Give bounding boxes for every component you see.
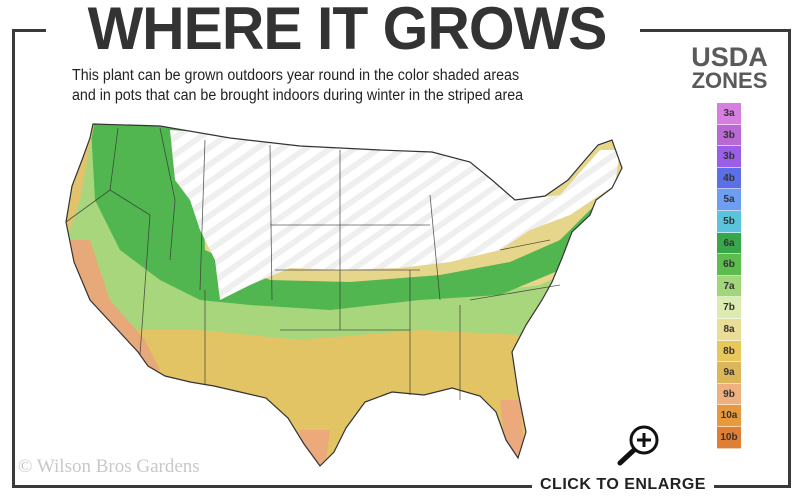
legend-zone-3b: 3b [717, 124, 741, 147]
click-to-enlarge-button[interactable]: CLICK TO ENLARGE [532, 476, 714, 494]
frame-right [788, 29, 791, 487]
frame-left [12, 29, 15, 487]
copyright-watermark: © Wilson Bros Gardens [18, 456, 200, 477]
legend-zone-8a: 8a [717, 318, 741, 341]
legend-zone-9b: 9b [717, 383, 741, 406]
legend-title: USDA ZONES [682, 42, 777, 93]
legend-zone-10a: 10a [717, 405, 741, 427]
map-zones [66, 124, 622, 466]
legend-zone-6a: 6a [717, 232, 741, 255]
legend-zone-6b: 6b [717, 254, 741, 276]
legend-zone-7b: 7b [717, 297, 741, 319]
legend-zone-4b: 4b [717, 167, 741, 190]
legend-zone-5a: 5a [717, 189, 741, 211]
legend-zone-5b: 5b [717, 210, 741, 233]
legend-zone-3a: 3a [717, 103, 741, 125]
legend-zone-8b: 8b [717, 340, 741, 363]
frame-top-left [12, 29, 46, 32]
legend-zone-9a: 9a [717, 362, 741, 384]
striped-area [170, 130, 620, 300]
legend-zone-7a: 7a [717, 275, 741, 298]
subtitle-line-2: and in pots that can be brought indoors … [72, 87, 524, 104]
page-title: WHERE IT GROWS [87, 0, 608, 62]
legend-title-usda: USDA [691, 42, 768, 72]
magnifier-plus-icon[interactable] [610, 422, 666, 466]
subtitle: This plant can be grown outdoors year ro… [72, 66, 587, 106]
state-lines [65, 127, 561, 400]
legend-zone-10b: 10b [717, 426, 741, 449]
usda-zone-legend: 3a 3b 3b 4b 5a 5b 6a 6b 7a 7b 8a 8b 9a 9b 10a 10b [717, 103, 741, 449]
subtitle-line-1: This plant can be grown outdoors year ro… [72, 67, 520, 84]
frame-top-right [640, 29, 791, 32]
legend-zone-3b: 3b [717, 146, 741, 168]
legend-title-zones: ZONES [691, 68, 768, 93]
frame-bottom [12, 485, 791, 488]
zone-9b-west [66, 240, 160, 370]
